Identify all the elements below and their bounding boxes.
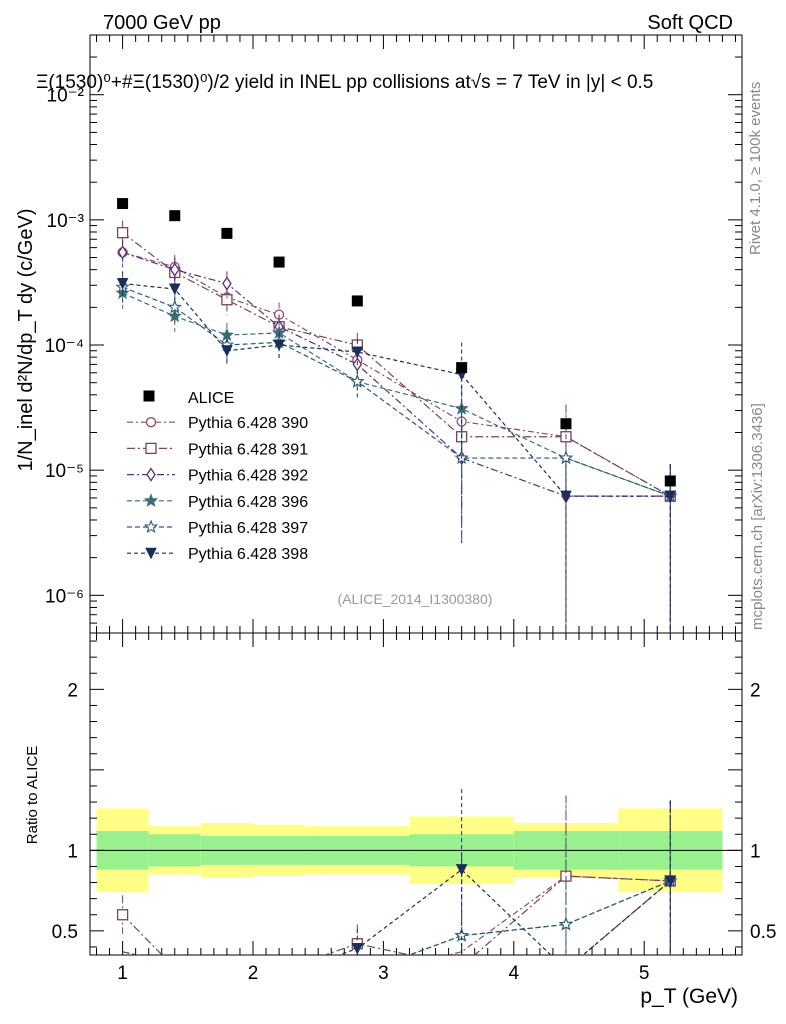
alice-point xyxy=(221,227,233,239)
marker-square xyxy=(116,227,129,239)
energy-label: 7000 GeV pp xyxy=(103,12,221,34)
ratio-axis-label: Ratio to ALICE xyxy=(24,746,41,844)
ratio-line xyxy=(407,880,671,955)
marker-star xyxy=(558,916,574,931)
y-tick-label: 10⁻⁶ xyxy=(45,586,84,607)
ratio-plot-frame xyxy=(89,632,743,956)
marker-diamond xyxy=(222,276,232,291)
marker-triangle xyxy=(351,943,364,955)
x-tick-label: 4 xyxy=(509,963,520,984)
y-tick-label: 10⁻³ xyxy=(47,211,85,232)
legend-label: Pythia 6.428 396 xyxy=(188,494,308,511)
ratio-line xyxy=(122,875,671,955)
main-plot-frame xyxy=(89,34,743,634)
rivet-label: Rivet 4.1.0, ≥ 100k events xyxy=(747,82,764,255)
ratio-tick-label: 1 xyxy=(67,841,78,862)
marker-diamond xyxy=(117,245,128,260)
marker-circle xyxy=(145,417,157,428)
series-line xyxy=(122,251,671,497)
legend-marker xyxy=(143,390,155,402)
y-tick-label: 10⁻⁴ xyxy=(45,336,84,357)
ratio-line xyxy=(407,880,671,955)
x-tick-label: 1 xyxy=(117,963,128,984)
alice-data xyxy=(117,198,676,487)
mc-series xyxy=(115,220,678,955)
legend-label: Pythia 6.428 390 xyxy=(188,415,308,432)
series-line xyxy=(122,282,671,497)
alice-point xyxy=(456,362,468,374)
ratio-line xyxy=(122,880,671,955)
ratio-line xyxy=(337,868,671,955)
mcplots-label: mcplots.cern.ch [arXiv:1306.3436] xyxy=(749,403,766,630)
legend-label: Pythia 6.428 392 xyxy=(188,468,308,485)
series-line xyxy=(122,251,671,497)
x-axis-label: p_T (GeV) xyxy=(640,985,738,1008)
legend-label: Pythia 6.428 398 xyxy=(188,546,308,563)
marker-diamond xyxy=(169,262,180,277)
marker-star xyxy=(167,299,182,314)
marker-square xyxy=(145,442,157,455)
y-axis-label: 1/N_inel d²N/dp_T dy (c/GeV) xyxy=(15,208,37,471)
marker-triangle xyxy=(145,547,157,560)
y-tick-label: 10⁻² xyxy=(47,86,85,107)
marker-triangle xyxy=(560,490,572,503)
axes: 1 2 3 4 5 10⁻⁶ 10⁻⁵ 10⁻⁴ 10⁻³ 10⁻² 0.5 0.5 1 1 2 2 xyxy=(45,34,776,984)
marker-triangle xyxy=(273,339,285,352)
category-label: Soft QCD xyxy=(647,12,733,34)
plot-title: Ξ(1530)⁰+#Ξ(1530)⁰)/2 yield in INEL pp c… xyxy=(36,72,653,93)
series-line xyxy=(122,286,671,497)
marker-square xyxy=(221,294,233,306)
ratio-tick-label: 1 xyxy=(750,841,761,862)
legend-label: Pythia 6.428 397 xyxy=(188,520,308,537)
legend: ALICE Pythia 6.428 390 Pythia 6.428 391 Pyt… xyxy=(127,390,308,563)
marker-triangle xyxy=(455,864,468,876)
alice-point xyxy=(117,198,129,210)
marker-star xyxy=(143,519,159,534)
alice-point xyxy=(664,475,676,487)
legend-label: Pythia 6.428 391 xyxy=(188,441,308,458)
ratio-tick-label: 2 xyxy=(750,680,761,701)
alice-point xyxy=(273,256,285,268)
legend-label: ALICE xyxy=(188,390,234,407)
marker-star xyxy=(558,450,574,465)
alice-point xyxy=(351,295,363,307)
marker-star xyxy=(143,493,159,507)
x-tick-label: 5 xyxy=(639,963,650,984)
ratio-line xyxy=(446,875,671,955)
ratio-tick-label: 2 xyxy=(67,680,78,701)
marker-triangle xyxy=(664,490,677,503)
series-line xyxy=(122,292,671,497)
analysis-tag: (ALICE_2014_I1300380) xyxy=(338,591,493,607)
ratio-tick-label: 0.5 xyxy=(52,922,78,943)
alice-point xyxy=(560,418,572,430)
ratio-tick-label: 0.5 xyxy=(750,922,776,943)
marker-triangle xyxy=(168,283,181,296)
marker-triangle xyxy=(351,346,364,359)
marker-triangle xyxy=(116,278,129,290)
series-line xyxy=(122,232,671,497)
marker-triangle xyxy=(664,875,677,888)
series-5 xyxy=(116,271,677,955)
marker-square xyxy=(116,909,129,921)
x-tick-label: 3 xyxy=(378,963,389,984)
marker-star xyxy=(350,374,365,388)
marker-diamond xyxy=(146,467,156,482)
alice-point xyxy=(169,210,181,222)
marker-triangle xyxy=(221,345,233,357)
y-tick-label: 10⁻⁵ xyxy=(45,461,84,482)
x-tick-label: 2 xyxy=(248,963,259,984)
